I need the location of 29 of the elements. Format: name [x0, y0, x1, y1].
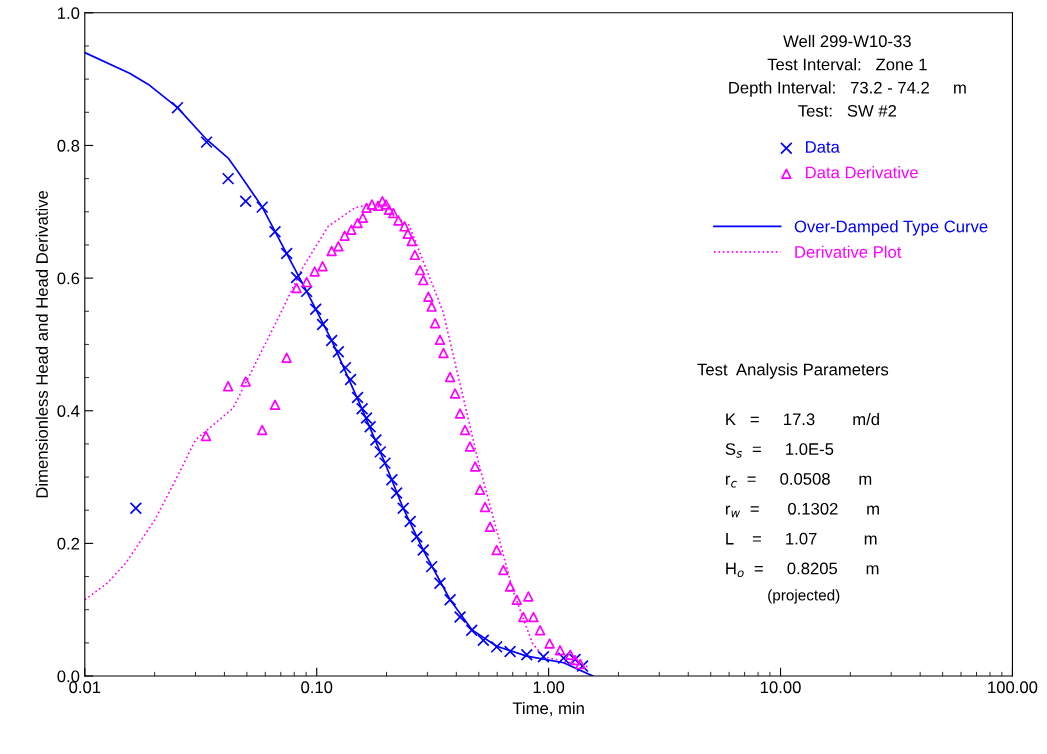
y-tick-label: 0.8	[57, 139, 80, 152]
annotation: L = 1.07 m	[726, 532, 877, 545]
x-tick-label: 1.00	[533, 681, 565, 694]
annotation: r$_{w}$ = 0.1302 m	[725, 502, 879, 518]
x-tick-label: 0.01	[69, 681, 101, 694]
annotation: r$_{c}$ = 0.0508 m	[725, 473, 872, 488]
annotation: S$_{s}$ = 1.0E-5	[725, 443, 834, 458]
y-tick-label: 0.2	[57, 537, 80, 550]
annotation: Test Analysis Parameters	[697, 363, 889, 379]
y-tick-label: 0.6	[57, 272, 80, 285]
annotation: Test: SW #2	[798, 104, 897, 117]
legend-label: Over-Damped Type Curve	[794, 220, 988, 236]
annotation: H$_{o}$ = 0.8205 m	[726, 562, 879, 578]
y-tick-label: 0.0	[57, 670, 80, 683]
x-tick-label: 100.00	[988, 681, 1038, 694]
y-axis-title: Dimensionless Head and Head Derivative	[35, 190, 48, 498]
x-tick-label: 10.00	[760, 681, 801, 694]
annotation: (projected)	[768, 589, 840, 604]
legend-label: Data	[806, 141, 840, 153]
x-axis-title: Time, min	[512, 701, 584, 717]
annotation: Test Interval: Zone 1	[767, 58, 927, 71]
legend-label: Data Derivative	[806, 166, 918, 179]
legend-label: Derivative Plot	[795, 245, 902, 258]
annotation: Well 299-W10-33	[783, 34, 911, 48]
y-tick-label: 1.0	[58, 7, 80, 20]
annotation: Depth Interval: 73.2 - 74.2 m	[729, 81, 966, 97]
x-tick-label: 0.10	[301, 681, 333, 694]
y-tick-label: 0.4	[57, 405, 80, 417]
annotation: K = 17.3 m/d	[726, 412, 879, 426]
